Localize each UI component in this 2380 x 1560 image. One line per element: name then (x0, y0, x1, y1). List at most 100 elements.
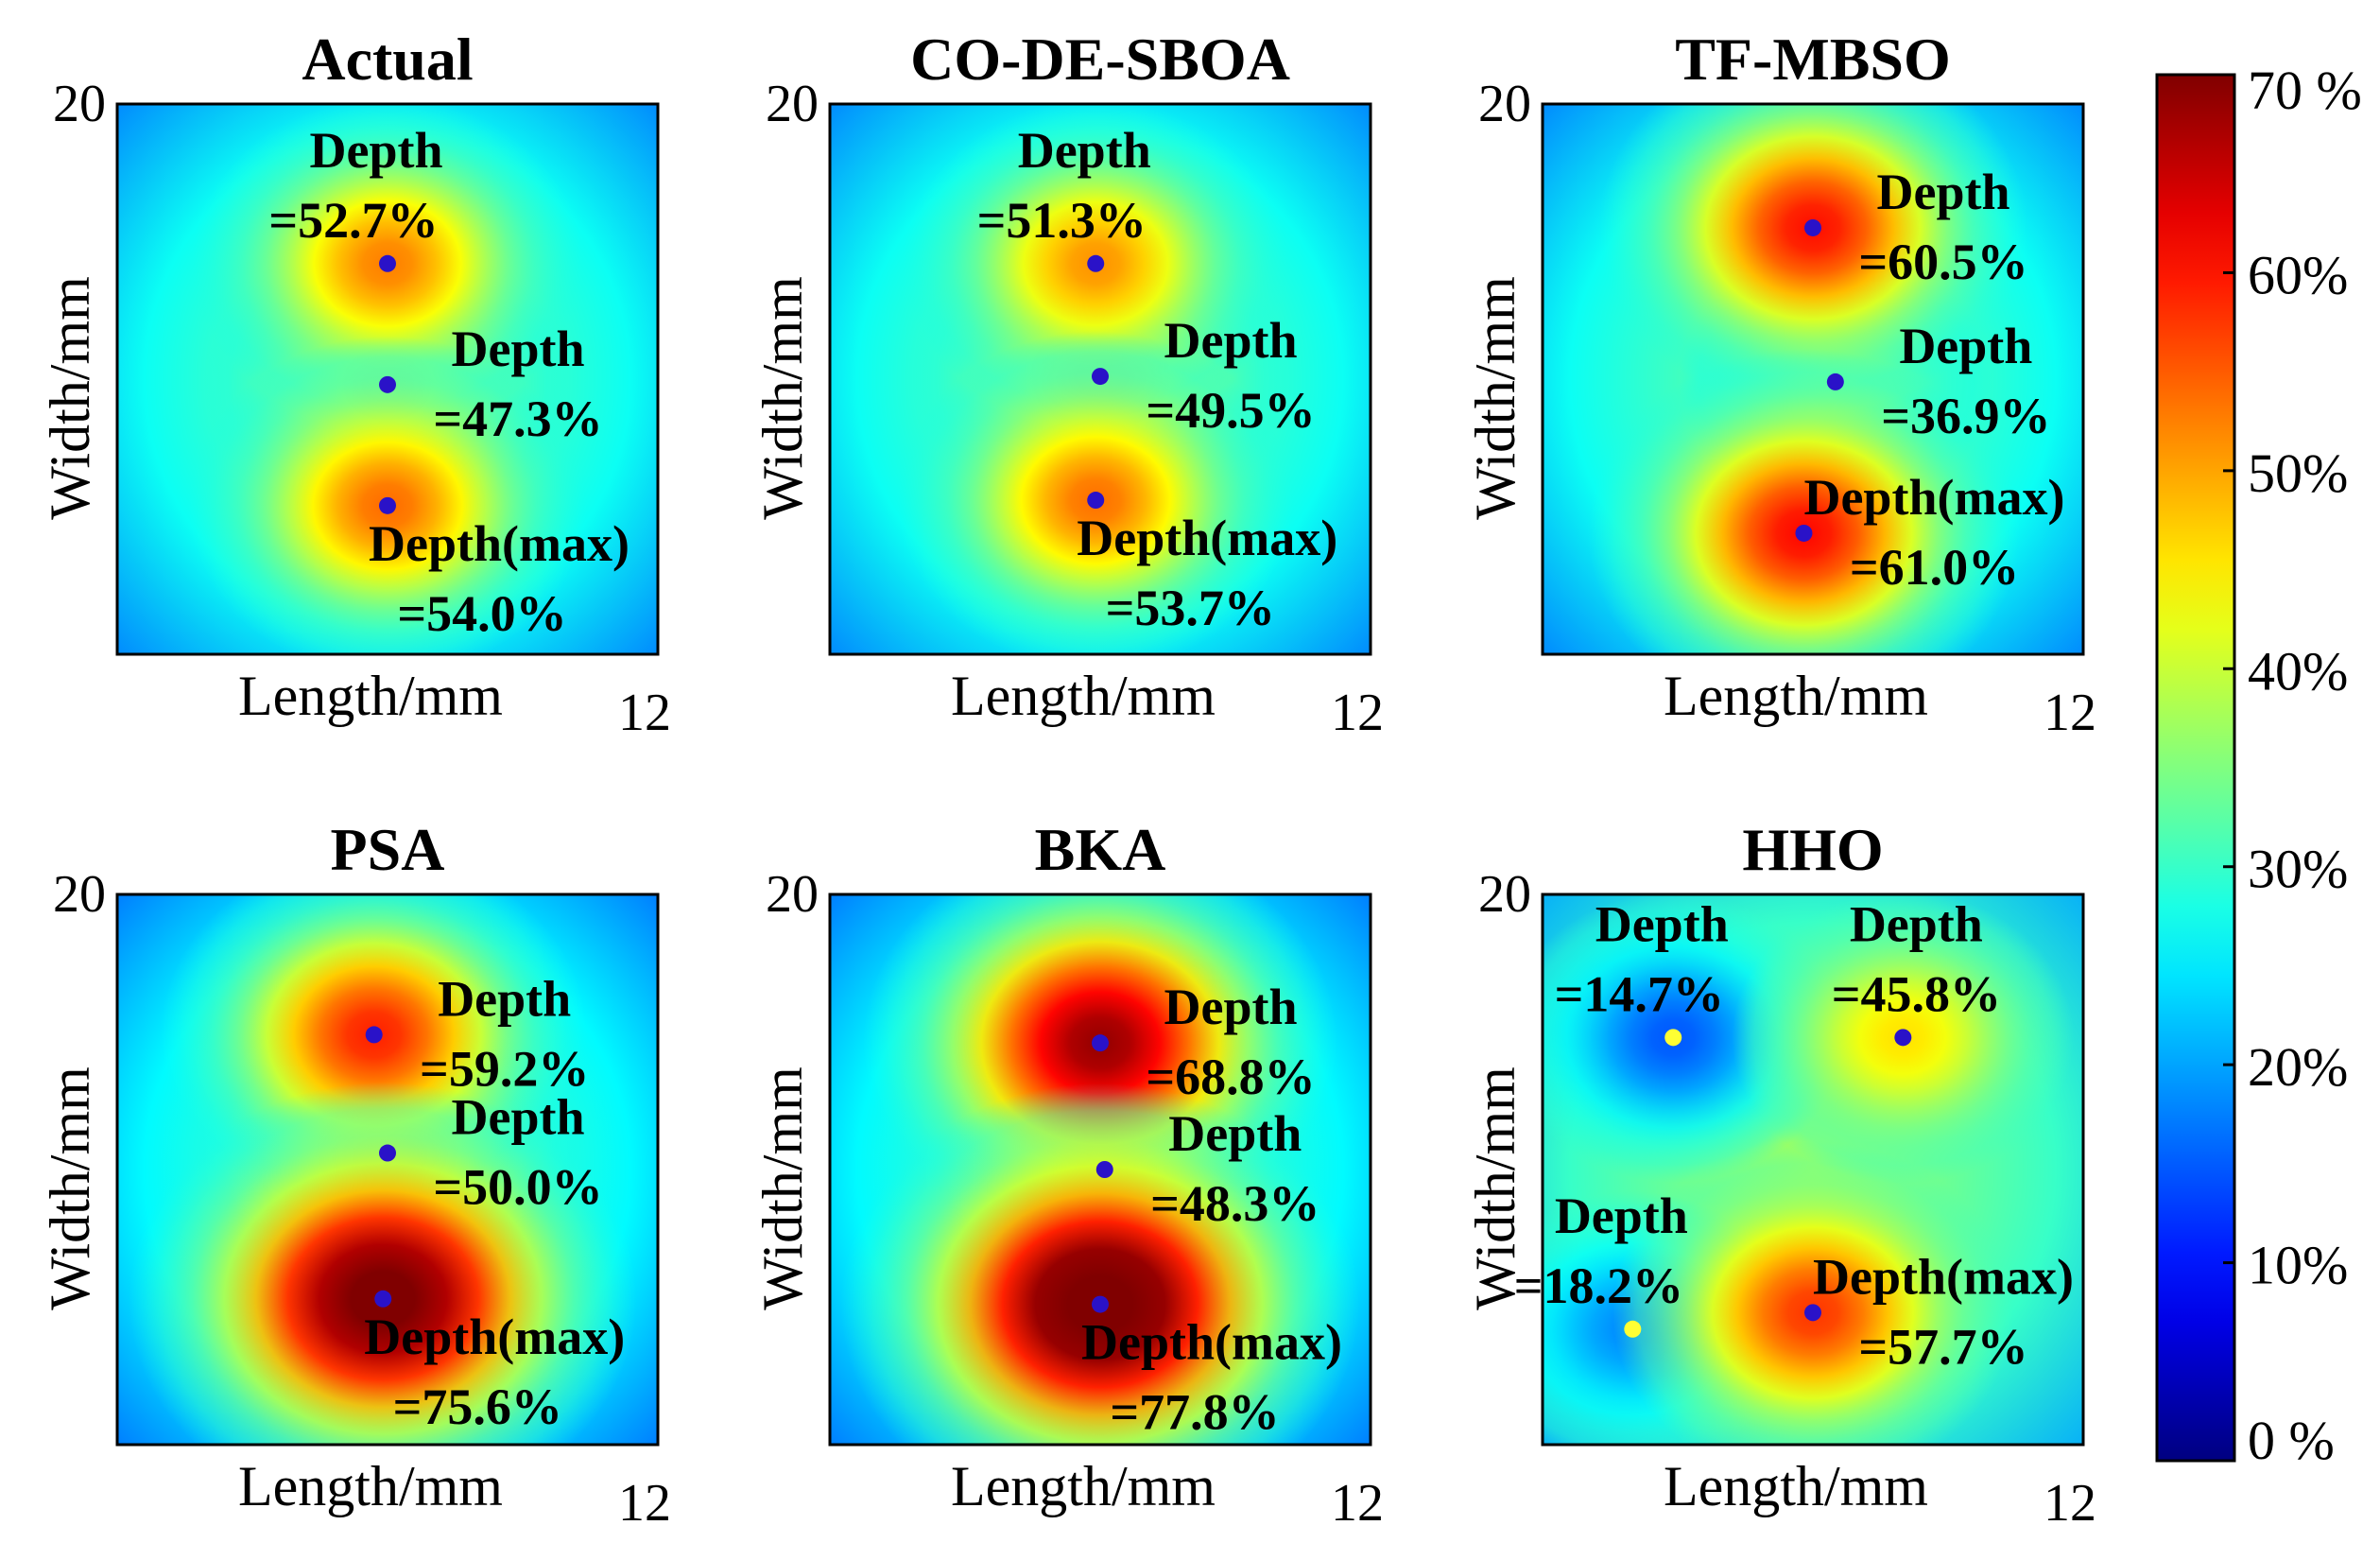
x-max-tick-label: 12 (618, 1474, 671, 1533)
heatmap-panel: HHO 20 12 Length/mm Width/mm Depth =14.7% Depth… (1464, 816, 2096, 1533)
peak-marker (1624, 1320, 1642, 1338)
panel-title: BKA (1035, 816, 1166, 883)
peak-label-name: Depth(max) (1813, 1248, 2074, 1305)
peak-marker (374, 1290, 392, 1308)
peak-label-name: Depth (1018, 122, 1151, 179)
x-max-tick-label: 12 (2044, 1474, 2096, 1533)
heatmap-panel: Actual 20 12 Length/mm Width/mm Depth =52.7% De… (39, 26, 671, 742)
colorbar-tick-label: 30% (2248, 839, 2348, 900)
peak-marker (1095, 1161, 1113, 1178)
peak-label-value: =51.3% (977, 192, 1147, 249)
peak-label-value: =36.9% (1881, 388, 2050, 444)
peak-marker (1087, 254, 1105, 272)
peak-marker (379, 254, 396, 272)
peak-label-value: =52.7% (268, 192, 438, 249)
x-max-tick-label: 12 (1331, 1474, 1384, 1533)
peak-marker (379, 1144, 396, 1162)
peak-marker (1087, 492, 1105, 510)
peak-marker (1092, 368, 1109, 386)
panel-title: PSA (331, 816, 445, 883)
panel-title: TF-MBSO (1675, 26, 1951, 93)
peak-label-name: Depth (1899, 318, 2032, 374)
y-axis-label: Width/mm (751, 276, 814, 520)
x-max-tick-label: 12 (618, 684, 671, 742)
peak-label-value: =60.5% (1858, 234, 2027, 290)
heatmap-peak-region (129, 1082, 638, 1445)
peak-label-name: Depth (1850, 895, 1983, 952)
peak-label-name: Depth (1164, 979, 1297, 1035)
heatmap-panel: CO-DE-SBOA 20 12 Length/mm Width/mm Depth =51.… (751, 26, 1384, 742)
x-axis-label: Length/mm (1664, 1455, 1928, 1517)
peak-marker (1795, 524, 1813, 542)
peak-label-name: Depth (451, 1089, 584, 1146)
peak-label-value: =45.8% (1832, 965, 2001, 1022)
heatmap-peak-region (1597, 104, 2028, 411)
y-max-tick-label: 20 (53, 865, 106, 924)
y-axis-label: Width/mm (1464, 276, 1526, 520)
x-axis-label: Length/mm (238, 1455, 503, 1517)
peak-label-value: =48.3% (1150, 1175, 1319, 1232)
peak-label-name: Depth(max) (369, 515, 629, 572)
y-max-tick-label: 20 (766, 865, 819, 924)
y-axis-label: Width/mm (39, 276, 101, 520)
panels: Actual 20 12 Length/mm Width/mm Depth =52.7% De… (39, 26, 2096, 1533)
peak-label-name: Depth (1555, 1187, 1688, 1244)
peak-marker (1092, 1034, 1109, 1052)
peak-marker (365, 1026, 383, 1044)
peak-label-name: Depth (1168, 1105, 1302, 1162)
colorbar-tick-label: 70 % (2248, 60, 2362, 121)
x-max-tick-label: 12 (2044, 684, 2096, 742)
peak-marker (1894, 1029, 1912, 1047)
colorbar: 0 % 10% 20% 30% 40% 50% 60% 70 % (2155, 60, 2362, 1471)
colorbar-tick-label: 10% (2248, 1235, 2348, 1296)
peak-marker (1804, 1304, 1821, 1322)
peak-marker (379, 496, 396, 514)
x-axis-label: Length/mm (951, 665, 1216, 727)
peak-label-name: Depth (1164, 312, 1297, 369)
x-axis-label: Length/mm (238, 665, 503, 727)
peak-label-value: =18.2% (1514, 1257, 1683, 1314)
y-max-tick-label: 20 (1478, 865, 1531, 924)
y-max-tick-label: 20 (1478, 75, 1531, 133)
peak-label-name: Depth (309, 122, 442, 179)
peak-label-name: Depth(max) (1077, 510, 1337, 566)
peak-label-value: =14.7% (1555, 965, 1724, 1022)
peak-label-name: Depth (1595, 895, 1729, 952)
peak-label-value: =75.6% (393, 1378, 562, 1435)
panel-title: HHO (1742, 816, 1883, 883)
heatmap-peak-region (1588, 349, 2020, 654)
heatmap-panel: BKA2012Length/mmWidth/mmDepth=68.8%Depth… (751, 816, 1384, 1533)
y-axis-label: Width/mm (751, 1066, 814, 1310)
peak-label-name: Depth(max) (1081, 1314, 1342, 1371)
panel-title: Actual (302, 26, 473, 93)
peak-label-name: Depth(max) (364, 1309, 625, 1365)
colorbar-tick-label: 20% (2248, 1036, 2348, 1098)
colorbar-gradient (2157, 75, 2234, 1461)
axes-frame (828, 893, 1372, 1447)
peak-marker (1804, 218, 1821, 236)
axes-frame (115, 893, 660, 1447)
peak-label-value: =53.7% (1106, 580, 1275, 636)
heatmap-peak-region (188, 336, 587, 654)
panel-title: CO-DE-SBOA (910, 26, 1290, 93)
colorbar-frame (2155, 73, 2236, 1463)
colorbar-tick-label: 0 % (2248, 1410, 2335, 1471)
peak-label-value: =54.0% (397, 585, 566, 642)
heatmap-panel: TF-MBSO 20 12 Length/mm Width/mm Depth =60.5% D… (1464, 26, 2096, 742)
heatmap-peak-region (840, 1083, 1360, 1445)
peak-label-value: =77.8% (1110, 1384, 1279, 1441)
peak-label-name: Depth(max) (1803, 469, 2064, 526)
peak-label-value: =50.0% (433, 1159, 602, 1216)
y-max-tick-label: 20 (53, 75, 106, 133)
peak-marker (1664, 1029, 1682, 1047)
peak-label-name: Depth (438, 970, 571, 1027)
y-axis-label: Width/mm (39, 1066, 101, 1310)
axes-frame (828, 102, 1372, 656)
peak-label-name: Depth (1876, 164, 2009, 220)
heatmap-panel: PSA2012Length/mmWidth/mmDepth=59.2%Depth… (39, 816, 671, 1533)
peak-label-value: =68.8% (1146, 1049, 1315, 1105)
axes-frame (1541, 893, 2085, 1447)
colorbar-tick-label: 50% (2248, 442, 2348, 504)
peak-marker (379, 375, 396, 393)
